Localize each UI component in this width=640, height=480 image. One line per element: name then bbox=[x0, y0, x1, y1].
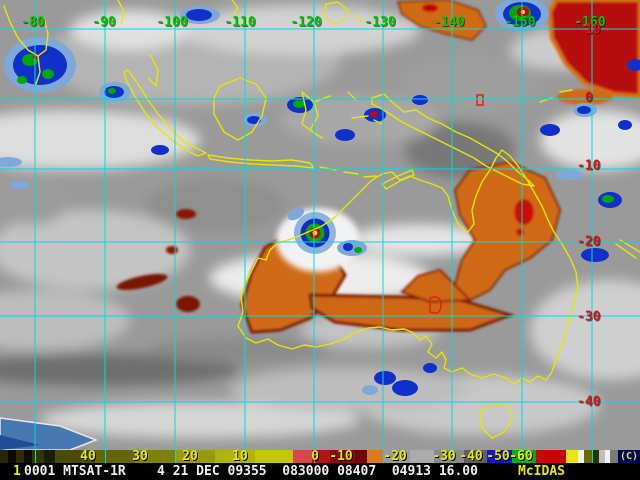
lon-label: -120 bbox=[290, 15, 322, 30]
colorbar-value-label: -30 bbox=[432, 449, 456, 464]
coastline-timor bbox=[381, 169, 415, 190]
colorbar-segment bbox=[592, 450, 599, 463]
colorbar-segment bbox=[536, 450, 566, 463]
colorbar-segment bbox=[512, 450, 536, 463]
colorbar-segment bbox=[175, 450, 215, 463]
colorbar-segment bbox=[367, 450, 384, 463]
satellite-image-display[interactable]: -80 -90 -100 -110 -120 -130 -140 -150 -160 10 0 -1… bbox=[0, 0, 640, 450]
colorbar-gridline-tick bbox=[105, 450, 106, 463]
lon-label: -110 bbox=[224, 15, 256, 30]
colorbar-gridline-tick bbox=[35, 450, 36, 463]
colorbar-segment bbox=[330, 450, 356, 463]
colorbar-segment bbox=[135, 450, 175, 463]
mcidas-brand-label: McIDAS bbox=[518, 464, 565, 479]
colorbar-gridline-tick bbox=[245, 450, 246, 463]
lon-label: -130 bbox=[364, 15, 396, 30]
colorbar-value-label: 40 bbox=[80, 449, 96, 464]
coastline-new-guinea bbox=[371, 93, 535, 187]
coastline-malay bbox=[3, 5, 49, 57]
colorbar-segment bbox=[384, 450, 410, 463]
coastline-mindanao bbox=[323, 1, 349, 25]
lat-label: 0 bbox=[585, 90, 593, 106]
colorbar-segment bbox=[293, 450, 312, 463]
colorbar-value-label: -10 bbox=[329, 449, 353, 464]
satellite-imagery bbox=[0, 0, 640, 450]
convective-cells bbox=[0, 0, 640, 450]
colorbar-segment bbox=[0, 450, 8, 463]
colorbar-segment bbox=[464, 450, 487, 463]
colorbar-segment bbox=[32, 450, 44, 463]
colorbar-segment bbox=[487, 450, 512, 463]
coastline-borneo bbox=[213, 77, 267, 141]
colorbar-segment bbox=[599, 450, 605, 463]
colorbar-gridline-tick bbox=[522, 450, 523, 463]
coastline-sumatra bbox=[123, 69, 207, 157]
colorbar-gridline-tick bbox=[383, 450, 384, 463]
coastline-australia bbox=[237, 149, 579, 385]
lon-label: -90 bbox=[92, 15, 116, 30]
lat-label: -30 bbox=[577, 309, 601, 325]
colorbar-segment bbox=[16, 450, 24, 463]
coastlines bbox=[3, 0, 640, 439]
colorbar-segment bbox=[578, 450, 584, 463]
tropical-cyclone bbox=[276, 207, 367, 272]
colorbar-value-label: 10 bbox=[232, 449, 248, 464]
copyright-label: (C) bbox=[618, 450, 640, 463]
lat-label: -40 bbox=[577, 394, 601, 410]
colorbar-segment bbox=[410, 450, 434, 463]
colorbar-value-label: -60 bbox=[509, 449, 533, 464]
coastline-tasmania bbox=[479, 403, 513, 439]
colorbar-segment bbox=[610, 450, 618, 463]
colorbar-segment bbox=[255, 450, 293, 463]
colorbar-value-label: 20 bbox=[182, 449, 198, 464]
lon-label: -160 bbox=[574, 15, 606, 30]
lat-label: -20 bbox=[577, 234, 601, 250]
colorbar-segment bbox=[95, 450, 135, 463]
colorbar-gridline-tick bbox=[314, 450, 315, 463]
colorbar-value-label: 0 bbox=[311, 449, 319, 464]
colorbar-segment bbox=[8, 450, 16, 463]
colorbar-value-label: 30 bbox=[132, 449, 148, 464]
frame-number: 1 bbox=[13, 464, 21, 479]
colorbar-segment bbox=[356, 450, 367, 463]
lat-label: -10 bbox=[577, 158, 601, 174]
lon-label: -100 bbox=[156, 15, 188, 30]
lon-label: -80 bbox=[21, 15, 45, 30]
dry-slot-streaks bbox=[116, 209, 200, 312]
coastline-new-caledonia bbox=[615, 243, 637, 259]
colorbar-segment bbox=[566, 450, 578, 463]
status-bar: 1 0001 MTSAT-1R 4 21 DEC 09355 083000 08… bbox=[0, 463, 640, 480]
colorbar-value-label: -40 bbox=[459, 449, 483, 464]
colorbar-segment bbox=[605, 450, 610, 463]
enhancement-colorbar: 40 30 20 10 0 -10 -20 -30 -40 -50 -60 (C) bbox=[0, 450, 640, 463]
gridlines bbox=[0, 0, 640, 450]
colorbar-segment bbox=[312, 450, 330, 463]
colorbar-segment bbox=[44, 450, 55, 463]
colorbar-segment bbox=[584, 450, 592, 463]
colorbar-value-label: -50 bbox=[486, 449, 510, 464]
image-info-text: 0001 MTSAT-1R 4 21 DEC 09355 083000 0840… bbox=[24, 464, 478, 479]
colorbar-gridline-tick bbox=[175, 450, 176, 463]
colorbar-gridline-tick bbox=[592, 450, 593, 463]
red-markers bbox=[429, 94, 484, 314]
colorbar-segment bbox=[434, 450, 464, 463]
colorbar-segment bbox=[55, 450, 95, 463]
lat-label: 10 bbox=[585, 22, 601, 38]
colorbar-gridline-tick bbox=[452, 450, 453, 463]
colorbar-value-label: -20 bbox=[383, 449, 407, 464]
lon-label: -140 bbox=[433, 15, 465, 30]
colorbar-segment bbox=[24, 450, 32, 463]
lon-label: -150 bbox=[504, 15, 536, 30]
